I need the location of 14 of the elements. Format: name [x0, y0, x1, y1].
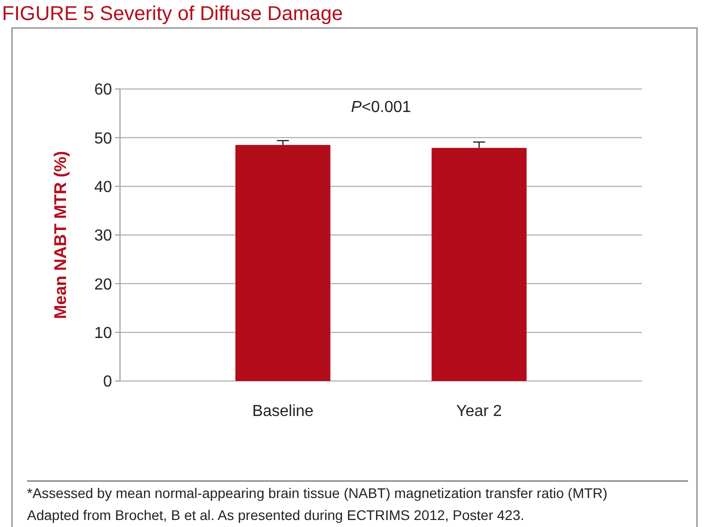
y-axis-title: Mean NABT MTR (%) — [51, 150, 70, 320]
y-tick-label: 50 — [94, 130, 112, 148]
x-tick-label: Baseline — [252, 403, 314, 420]
y-tick-label: 30 — [94, 228, 112, 245]
y-tick-label: 60 — [94, 82, 112, 99]
y-tick-label: 0 — [103, 374, 112, 391]
annotation: P<0.001 — [350, 99, 412, 116]
text: *Assessed by mean normal-appearing brain tissue (NABT) magnetization transfer ratio (MTR) — [27, 485, 608, 501]
chart-title: FIGURE 5 Severity of Diffuse Damage — [2, 3, 343, 25]
text: Adapted from Brochet, B et al. As presented during ECTRIMS 2012, Poster 423. — [27, 507, 524, 523]
x-tick-label: Year 2 — [456, 403, 502, 420]
y-tick-label: 10 — [94, 324, 112, 342]
y-tick-label: 40 — [94, 178, 112, 196]
y-tick-label: 20 — [94, 276, 112, 294]
